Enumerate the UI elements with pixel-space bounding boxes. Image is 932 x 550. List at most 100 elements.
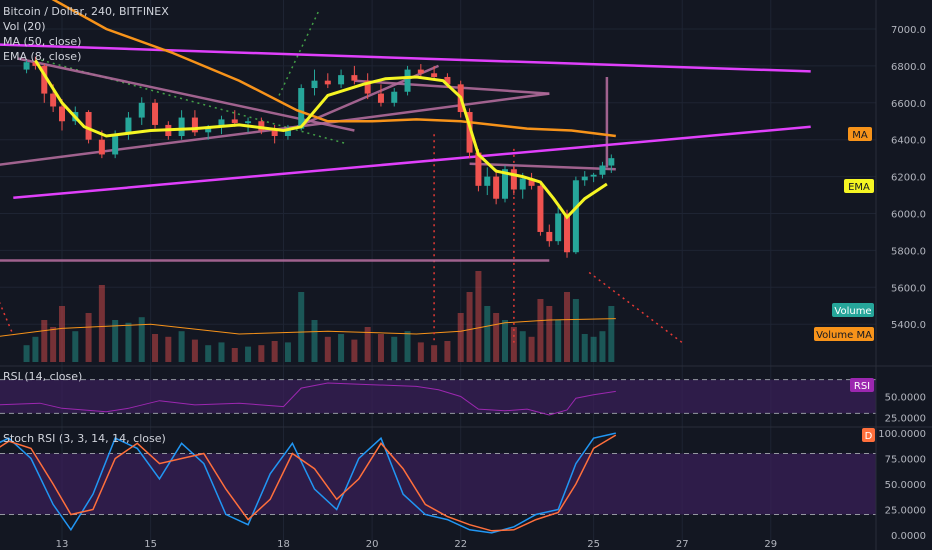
volume-bar <box>377 334 384 362</box>
volume-bar <box>311 320 318 362</box>
dotted-line <box>588 271 683 344</box>
candle <box>555 204 562 245</box>
stoch-rsi-pane <box>0 432 876 534</box>
dotted-line <box>278 10 320 96</box>
price-tick-label: 6400.0 <box>891 136 926 147</box>
volume-bar <box>510 327 517 362</box>
volume-bar <box>271 341 278 362</box>
volume-bar <box>572 299 579 362</box>
trendline <box>0 43 811 73</box>
volume-bar <box>205 345 212 362</box>
candle-body <box>138 102 145 118</box>
candle-body <box>231 119 238 124</box>
stoch-tick-label: 50.0000 <box>885 480 926 491</box>
candle-body <box>528 178 535 186</box>
indicator-ma[interactable]: MA (50, close) <box>3 35 81 48</box>
indicator-ema[interactable]: EMA (8, close) <box>3 50 81 63</box>
candle <box>572 176 579 255</box>
volume-bar <box>466 292 473 362</box>
time-tick-label: 18 <box>277 539 290 550</box>
candle-body <box>581 176 588 181</box>
candle-body <box>338 75 345 85</box>
indicator-vol[interactable]: Vol (20) <box>3 20 46 33</box>
candle-body <box>444 76 451 85</box>
candle-body <box>311 80 318 89</box>
candle <box>377 84 384 107</box>
stoch-d-line <box>0 434 617 532</box>
candle <box>191 110 198 137</box>
volume-bar <box>32 336 39 362</box>
candle-body <box>484 176 491 186</box>
candle-body <box>519 178 526 190</box>
rsi-pane <box>0 379 876 416</box>
candle-body <box>502 169 508 199</box>
candle-body <box>258 121 265 131</box>
rsi-band <box>0 379 876 414</box>
volume-bar <box>493 313 500 362</box>
candle-body <box>493 176 500 199</box>
price-axis: 7000.0 6800.0 6600.0 6400.0 6200.0 6000.0 5800… <box>878 25 926 542</box>
price-tick-label: 6600.0 <box>891 99 926 110</box>
moving-averages <box>34 0 616 220</box>
d-badge: D <box>862 428 875 442</box>
candle-body <box>23 62 30 70</box>
volume-bar <box>417 342 424 362</box>
candle-body <box>125 117 132 135</box>
trendlines <box>0 43 811 200</box>
volume-bar <box>152 334 159 362</box>
candle-body <box>284 128 291 137</box>
time-tick-label: 29 <box>764 539 777 550</box>
volume-layer <box>23 271 615 362</box>
rsi-line <box>0 382 616 416</box>
candle <box>258 117 265 135</box>
volume-bar <box>431 345 438 362</box>
volume-bar <box>555 320 562 362</box>
price-tick-label: 5800.0 <box>891 246 926 257</box>
candle <box>484 167 491 196</box>
time-tick-label: 13 <box>56 539 69 550</box>
candle-body <box>475 152 482 186</box>
candle-body <box>298 88 305 129</box>
volume-bar <box>581 334 588 362</box>
stoch-tick-label: 25.0000 <box>885 505 926 516</box>
volume-bar <box>50 327 57 362</box>
volume-bar <box>364 327 371 362</box>
candle-body <box>466 112 473 153</box>
candle <box>528 172 535 190</box>
volume-bar <box>502 320 508 362</box>
candle <box>338 69 345 89</box>
candle <box>590 172 597 183</box>
candle-body <box>431 73 438 77</box>
candle <box>581 171 588 186</box>
ma-badge-label: MA <box>852 130 868 141</box>
volume-ma-badge: Volume MA <box>814 327 874 341</box>
candle-body <box>564 213 571 253</box>
candle <box>537 182 544 236</box>
candles <box>23 56 615 258</box>
candle-body <box>599 165 606 175</box>
candle <box>404 65 411 96</box>
rsi-title[interactable]: RSI (14, close) <box>3 370 82 383</box>
stoch-tick-label: 0.0000 <box>891 531 926 542</box>
candle <box>599 161 606 179</box>
candle <box>85 110 92 144</box>
candle <box>351 65 358 85</box>
stoch-title[interactable]: Stoch RSI (3, 3, 14, 14, close) <box>3 432 166 445</box>
pattern-line <box>469 162 616 171</box>
candle-body <box>112 134 119 155</box>
candle-body <box>572 180 579 253</box>
volume-bar <box>59 306 65 362</box>
candle-body <box>178 117 185 137</box>
time-tick-label: 15 <box>144 539 157 550</box>
candle-body <box>351 75 358 81</box>
candle <box>178 110 185 140</box>
candle <box>152 99 159 129</box>
candle <box>311 69 318 96</box>
candle <box>138 97 145 125</box>
candle <box>324 73 331 89</box>
volume-bar <box>125 322 132 362</box>
candle <box>125 112 132 140</box>
volume-bar <box>608 306 615 362</box>
candle-body <box>98 139 105 155</box>
